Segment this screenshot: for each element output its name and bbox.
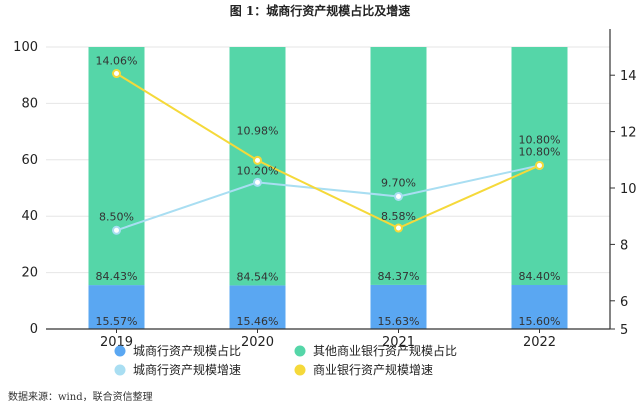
legend-label: 其他商业银行资产规模占比 [313,343,457,358]
y-left-tick-label: 40 [21,209,38,224]
bar-city-commercial-share [229,285,286,329]
bar-data-label: 15.57% [96,315,138,328]
chart-title: 图 1：城商行资产规模占比及增速 [229,4,411,18]
bar-other-commercial-share [229,47,286,286]
legend-label: 城商行资产规模增速 [133,362,241,377]
line-data-label: 10.80% [519,145,561,158]
y-left-tick-label: 60 [21,153,38,168]
bars [88,47,568,329]
legend-marker [294,345,306,357]
y-right-tick-label: 10 [620,182,637,197]
bar-city-commercial-share [88,285,145,329]
legend-label: 商业银行资产规模增速 [313,362,433,377]
line-city-commercial-growth [116,164,540,232]
bar-data-label: 15.63% [378,315,420,328]
bar-city-commercial-share [370,284,427,329]
line-commercial-bank-growth [115,72,540,230]
axes: 0 20 40 60 80 100 5 6 8 10 12 14 2019 2020 2021 2022 [13,29,637,350]
x-tick-label: 2021 [382,335,415,350]
bar-data-label: 15.60% [519,315,561,328]
y-left-tick-label: 80 [21,96,38,111]
y-right-tick-label: 5 [620,323,628,338]
line-data-label: 8.58% [381,210,416,223]
line-data-label: 10.98% [237,124,279,137]
y-right-tick-label: 14 [620,69,637,84]
bar-data-label: 84.43% [96,270,138,283]
y-left-tick-label: 0 [30,322,38,337]
source-note: 数据来源：wind，联合资信整理 [8,392,153,403]
line-data-label: 14.06% [96,55,138,68]
x-tick-label: 2019 [100,335,133,350]
bar-data-label: 84.54% [237,270,279,283]
legend-marker [114,345,126,357]
line-data-label: 8.50% [99,210,134,223]
y-left-tick-label: 100 [13,40,38,55]
line-point [112,69,121,79]
line-point [394,191,403,201]
bar-data-label: 84.40% [519,270,561,283]
y-right-tick-label: 12 [620,126,637,141]
data-labels: 15.57% 84.43% 15.46% 84.54% 15.63% 84.37% 15.6… [96,55,561,328]
legend-label: 城商行资产规模占比 [133,343,241,358]
bar-data-label: 15.46% [237,315,279,328]
line-data-label: 9.70% [381,176,416,189]
line-point [253,155,262,165]
bar-data-label: 84.37% [378,270,420,283]
line-point [112,225,121,235]
bar-city-commercial-share [511,285,568,329]
line-point [394,223,403,233]
y-left-tick-label: 20 [21,266,38,281]
y-right-tick-label: 8 [620,238,628,253]
bar-other-commercial-share [88,47,145,286]
line-data-label: 10.80% [519,133,561,146]
x-tick-label: 2020 [241,335,274,350]
line-point [253,177,262,187]
bar-other-commercial-share [370,47,427,285]
line-data-label: 10.20% [237,164,279,177]
x-tick-label: 2022 [523,335,556,350]
line-point [535,160,544,170]
legend-marker [294,364,306,376]
legend-marker [114,364,126,376]
y-right-tick-label: 6 [620,295,628,310]
lines [112,69,544,235]
